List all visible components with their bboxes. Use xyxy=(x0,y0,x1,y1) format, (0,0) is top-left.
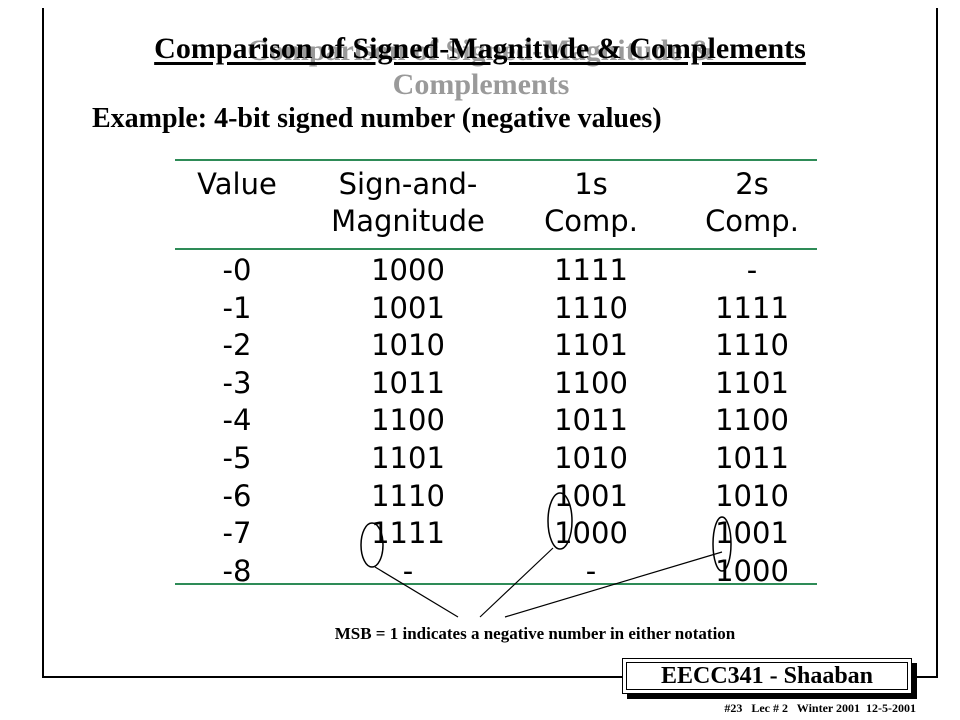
slide-title: Comparison of Signed-Magnitude & Complem… xyxy=(0,32,960,101)
cell-2s-comp: 1000 xyxy=(715,553,789,588)
cell-sign-magnitude: 1010 xyxy=(371,328,445,363)
title-text: Comparison of Signed-Magnitude & Complem… xyxy=(154,32,806,65)
cell-value: -7 xyxy=(222,516,252,551)
slide-frame xyxy=(42,8,938,678)
slide-footer: #23 Lec # 2 Winter 2001 12-5-2001 xyxy=(724,701,916,715)
cell-value: -6 xyxy=(222,478,252,513)
cell-1s-comp: 1011 xyxy=(554,403,628,438)
cell-value: -4 xyxy=(222,403,252,438)
header-2s-line1: 2s xyxy=(735,167,769,201)
cell-sign-magnitude: - xyxy=(402,553,414,588)
header-2s-line2: Comp. xyxy=(705,204,799,238)
title-shadow: Comparison of Signed-Magnitude & Complem… xyxy=(247,34,715,101)
cell-2s-comp: 1110 xyxy=(715,328,789,363)
subtitle: Example: 4-bit signed number (negative v… xyxy=(92,103,662,134)
header-sign-magnitude-line1: Sign-and- xyxy=(338,167,478,201)
cell-sign-magnitude: 1110 xyxy=(371,478,445,513)
cell-value: -3 xyxy=(222,365,252,400)
cell-2s-comp: 1011 xyxy=(715,441,789,475)
cell-value: -8 xyxy=(222,553,252,588)
course-badge: EECC341 - Shaaban xyxy=(622,658,912,694)
cell-1s-comp: 1100 xyxy=(554,365,628,400)
cell-value: -2 xyxy=(222,328,252,363)
badge-inner-border xyxy=(626,662,908,690)
header-value: Value xyxy=(197,167,277,201)
cell-value: -1 xyxy=(222,290,252,325)
cell-1s-comp: - xyxy=(585,553,597,588)
header-1s-line1: 1s xyxy=(574,167,608,201)
table-header-rule xyxy=(175,248,817,250)
cell-sign-magnitude: 1011 xyxy=(371,365,445,400)
cell-sign-magnitude: 1101 xyxy=(371,441,445,475)
cell-value: -5 xyxy=(222,441,252,475)
header-1s-line2: Comp. xyxy=(544,204,638,238)
cell-sign-magnitude: 1000 xyxy=(371,253,445,287)
table-top-rule xyxy=(175,159,817,161)
cell-sign-magnitude: 1001 xyxy=(371,290,445,325)
cell-1s-comp: 1001 xyxy=(554,478,628,513)
cell-1s-comp: 1000 xyxy=(554,516,628,551)
cell-2s-comp: - xyxy=(746,253,758,287)
cell-sign-magnitude: 1100 xyxy=(371,403,445,438)
cell-2s-comp: 1111 xyxy=(715,290,789,325)
cell-value: -0 xyxy=(222,253,252,287)
msb-note: MSB = 1 indicates a negative number in e… xyxy=(334,624,736,643)
cell-1s-comp: 1010 xyxy=(554,441,628,475)
cell-1s-comp: 1111 xyxy=(554,253,628,287)
cell-2s-comp: 1001 xyxy=(715,516,789,551)
cell-1s-comp: 1110 xyxy=(554,290,628,325)
cell-sign-magnitude: 1111 xyxy=(371,516,445,551)
cell-2s-comp: 1010 xyxy=(715,478,789,513)
badge-text: EECC341 - Shaaban xyxy=(660,662,874,689)
cell-2s-comp: 1100 xyxy=(715,403,789,438)
header-sign-magnitude-line2: Magnitude xyxy=(331,204,485,238)
cell-1s-comp: 1101 xyxy=(554,328,628,363)
cell-2s-comp: 1101 xyxy=(715,365,789,400)
